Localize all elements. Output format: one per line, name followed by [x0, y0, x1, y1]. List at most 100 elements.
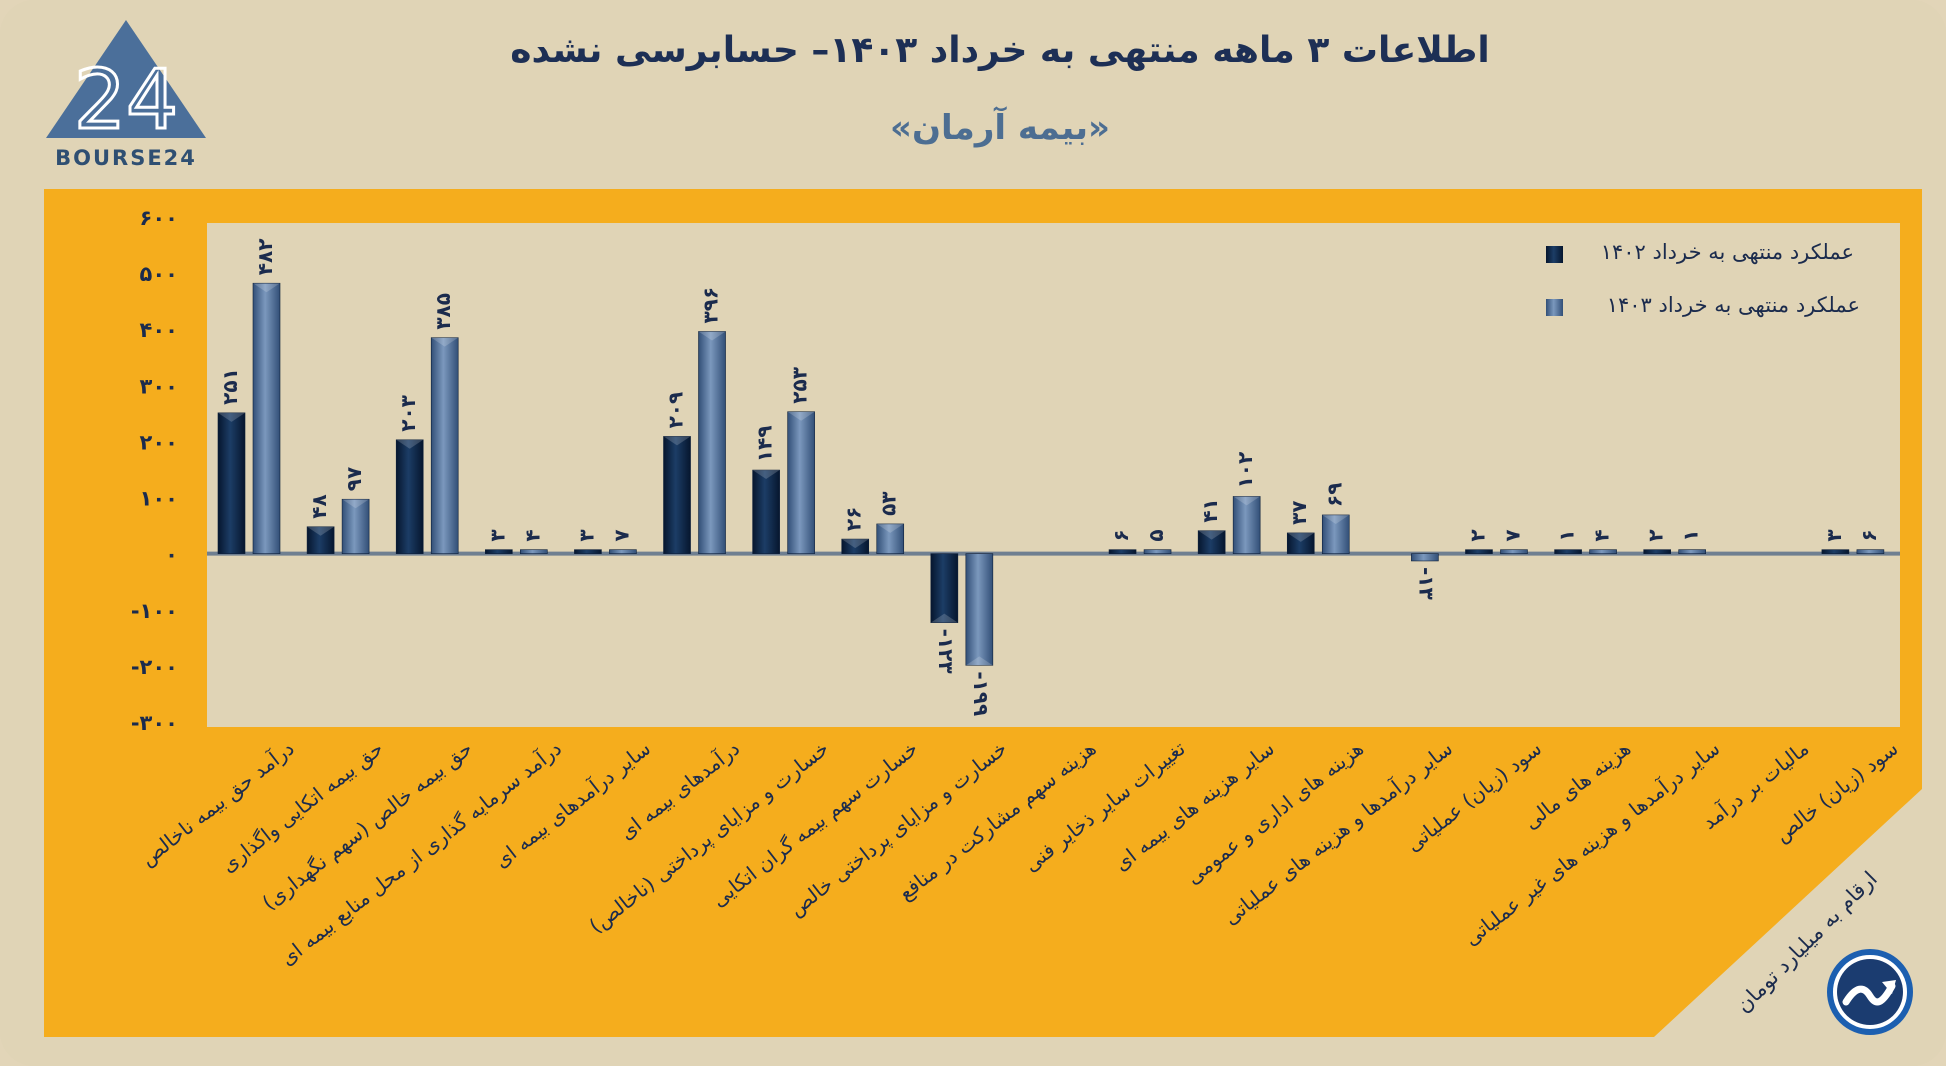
- data-label: ۲۶: [842, 507, 866, 531]
- bar-cap: [841, 539, 869, 549]
- data-label: ۲۰۹: [664, 392, 688, 429]
- data-label: ۴۸۲: [253, 239, 277, 276]
- logo-text: BOURSE24: [55, 146, 197, 170]
- bar-1403: [252, 282, 281, 554]
- x-category-label: سایر درآمدهای بیمه ای: [489, 735, 655, 872]
- data-label: ۲: [1465, 529, 1489, 541]
- page-title: اطلاعات ۳ ماهه منتهی به خرداد ۱۴۰۳– حساب…: [510, 30, 1490, 71]
- data-label: ۲۰۳: [396, 395, 420, 432]
- bar-1402: [841, 538, 870, 554]
- bar-cap: [787, 411, 815, 421]
- bar-1402: [574, 549, 602, 554]
- data-label: ۳۸۵: [431, 293, 455, 330]
- bar-1403: [1589, 549, 1617, 554]
- data-label: ۳: [574, 529, 598, 541]
- x-category-label: حق بیمه اتکایی واگذاری: [216, 736, 387, 877]
- bar-1402: [1821, 549, 1850, 554]
- legend-swatch-1402: [1546, 246, 1563, 263]
- bar-cap: [1322, 514, 1350, 524]
- bar-cap: [218, 412, 245, 422]
- bar-1402: [1643, 549, 1671, 554]
- trend-arrow-icon: [1827, 949, 1913, 1035]
- y-tick-label: -۳۰۰: [131, 711, 178, 735]
- bar-1403: [698, 331, 726, 554]
- data-label: ۵۳: [877, 492, 901, 516]
- bar-1403: [1232, 496, 1261, 554]
- bar-1403: [341, 498, 370, 554]
- bar-cap: [876, 523, 904, 533]
- bar-1403: [609, 549, 637, 554]
- data-label: ۴۸: [307, 494, 331, 518]
- bar-cap: [1198, 530, 1226, 540]
- data-label: ۱۴۹: [753, 425, 777, 462]
- y-tick-label: ۵۰۰: [140, 262, 178, 286]
- legend-label-1403: عملکرد منتهی به خرداد ۱۴۰۳: [1607, 293, 1860, 317]
- data-label: ۳: [485, 529, 509, 541]
- bar-1403: [1500, 549, 1528, 554]
- bars-layer: [217, 282, 1885, 666]
- data-label: -۱۹۹: [969, 671, 993, 716]
- bourse24-logo: 24: [46, 20, 206, 150]
- y-tick-label: -۲۰۰: [131, 655, 178, 679]
- bar-1403: [1678, 549, 1706, 554]
- bar-1402: [1108, 549, 1137, 554]
- chart-panel: ۶۰۰ ۵۰۰ ۴۰۰ ۳۰۰ ۲۰۰ ۱۰۰ ۰ -۱۰۰ -۲۰۰ -۳۰۰ ۲۵۱ ۴۸۲ ۴۸…: [44, 189, 1922, 1037]
- bar-1402: [752, 469, 780, 554]
- y-tick-label: ۲۰۰: [140, 430, 178, 454]
- y-tick-label: ۱۰۰: [140, 487, 178, 511]
- bar-1402: [395, 439, 424, 554]
- bar-1403: [787, 411, 815, 554]
- data-label: ۱: [1679, 529, 1703, 541]
- chart-legend: عملکرد منتهی به خرداد ۱۴۰۲ عملکرد منتهی …: [1546, 240, 1860, 317]
- legend-label-1402: عملکرد منتهی به خرداد ۱۴۰۲: [1601, 240, 1854, 264]
- bar-1403: [1321, 514, 1350, 554]
- bar-1402: [930, 553, 959, 623]
- bar-1402: [1197, 530, 1226, 554]
- bar-cap: [253, 283, 280, 293]
- y-tick-label: ۶۰۰: [140, 206, 178, 230]
- data-label: ۲۵۱: [218, 368, 242, 405]
- data-label: ۳۹۶: [699, 287, 723, 324]
- data-label: -۱۳: [1414, 567, 1438, 600]
- bar-1403: [965, 553, 994, 666]
- plot-area: [207, 223, 1900, 727]
- bar-1402: [306, 526, 335, 554]
- data-label: ۳: [1822, 529, 1846, 541]
- bar-1402: [1554, 549, 1582, 554]
- x-category-label: سایر هزینه های بیمه ای: [1109, 736, 1278, 876]
- bar-1403: [1411, 553, 1439, 562]
- bar-1403: [520, 549, 548, 554]
- data-label: ۳۷: [1287, 500, 1311, 524]
- data-label: ۴: [520, 529, 544, 541]
- bar-cap: [965, 656, 993, 666]
- bar-cap: [307, 526, 335, 536]
- bar-1402: [485, 549, 513, 554]
- data-label: ۱: [1555, 529, 1579, 541]
- bar-cap: [698, 331, 726, 341]
- y-tick-label: ۰: [165, 543, 178, 567]
- data-label: ۴: [1590, 529, 1614, 541]
- bar-1402: [1286, 532, 1315, 554]
- logo-mark: 24: [74, 53, 178, 148]
- y-axis: ۶۰۰ ۵۰۰ ۴۰۰ ۳۰۰ ۲۰۰ ۱۰۰ ۰ -۱۰۰ -۲۰۰ -۳۰۰: [131, 206, 178, 735]
- data-label: ۷: [1500, 529, 1524, 541]
- data-label: ۹۷: [342, 467, 366, 491]
- bar-1403: [1143, 549, 1172, 554]
- x-category-label: درآمد حق بیمه ناخالص: [135, 735, 299, 870]
- bar-1403: [430, 337, 459, 554]
- legend-swatch-1403: [1546, 299, 1563, 316]
- x-category-label: تغییرات سایر ذخایر فنی: [1019, 736, 1189, 876]
- data-label: -۱۲۳: [934, 629, 958, 674]
- bar-cap: [396, 439, 424, 449]
- y-tick-label: -۱۰۰: [131, 599, 178, 623]
- data-label: ۲۵۳: [788, 367, 812, 404]
- bar-1403: [876, 523, 905, 554]
- bar-cap: [342, 499, 370, 509]
- data-label: ۵: [1144, 529, 1168, 541]
- bar-cap: [752, 470, 780, 480]
- company-subtitle: «بیمه آرمان»: [890, 108, 1110, 148]
